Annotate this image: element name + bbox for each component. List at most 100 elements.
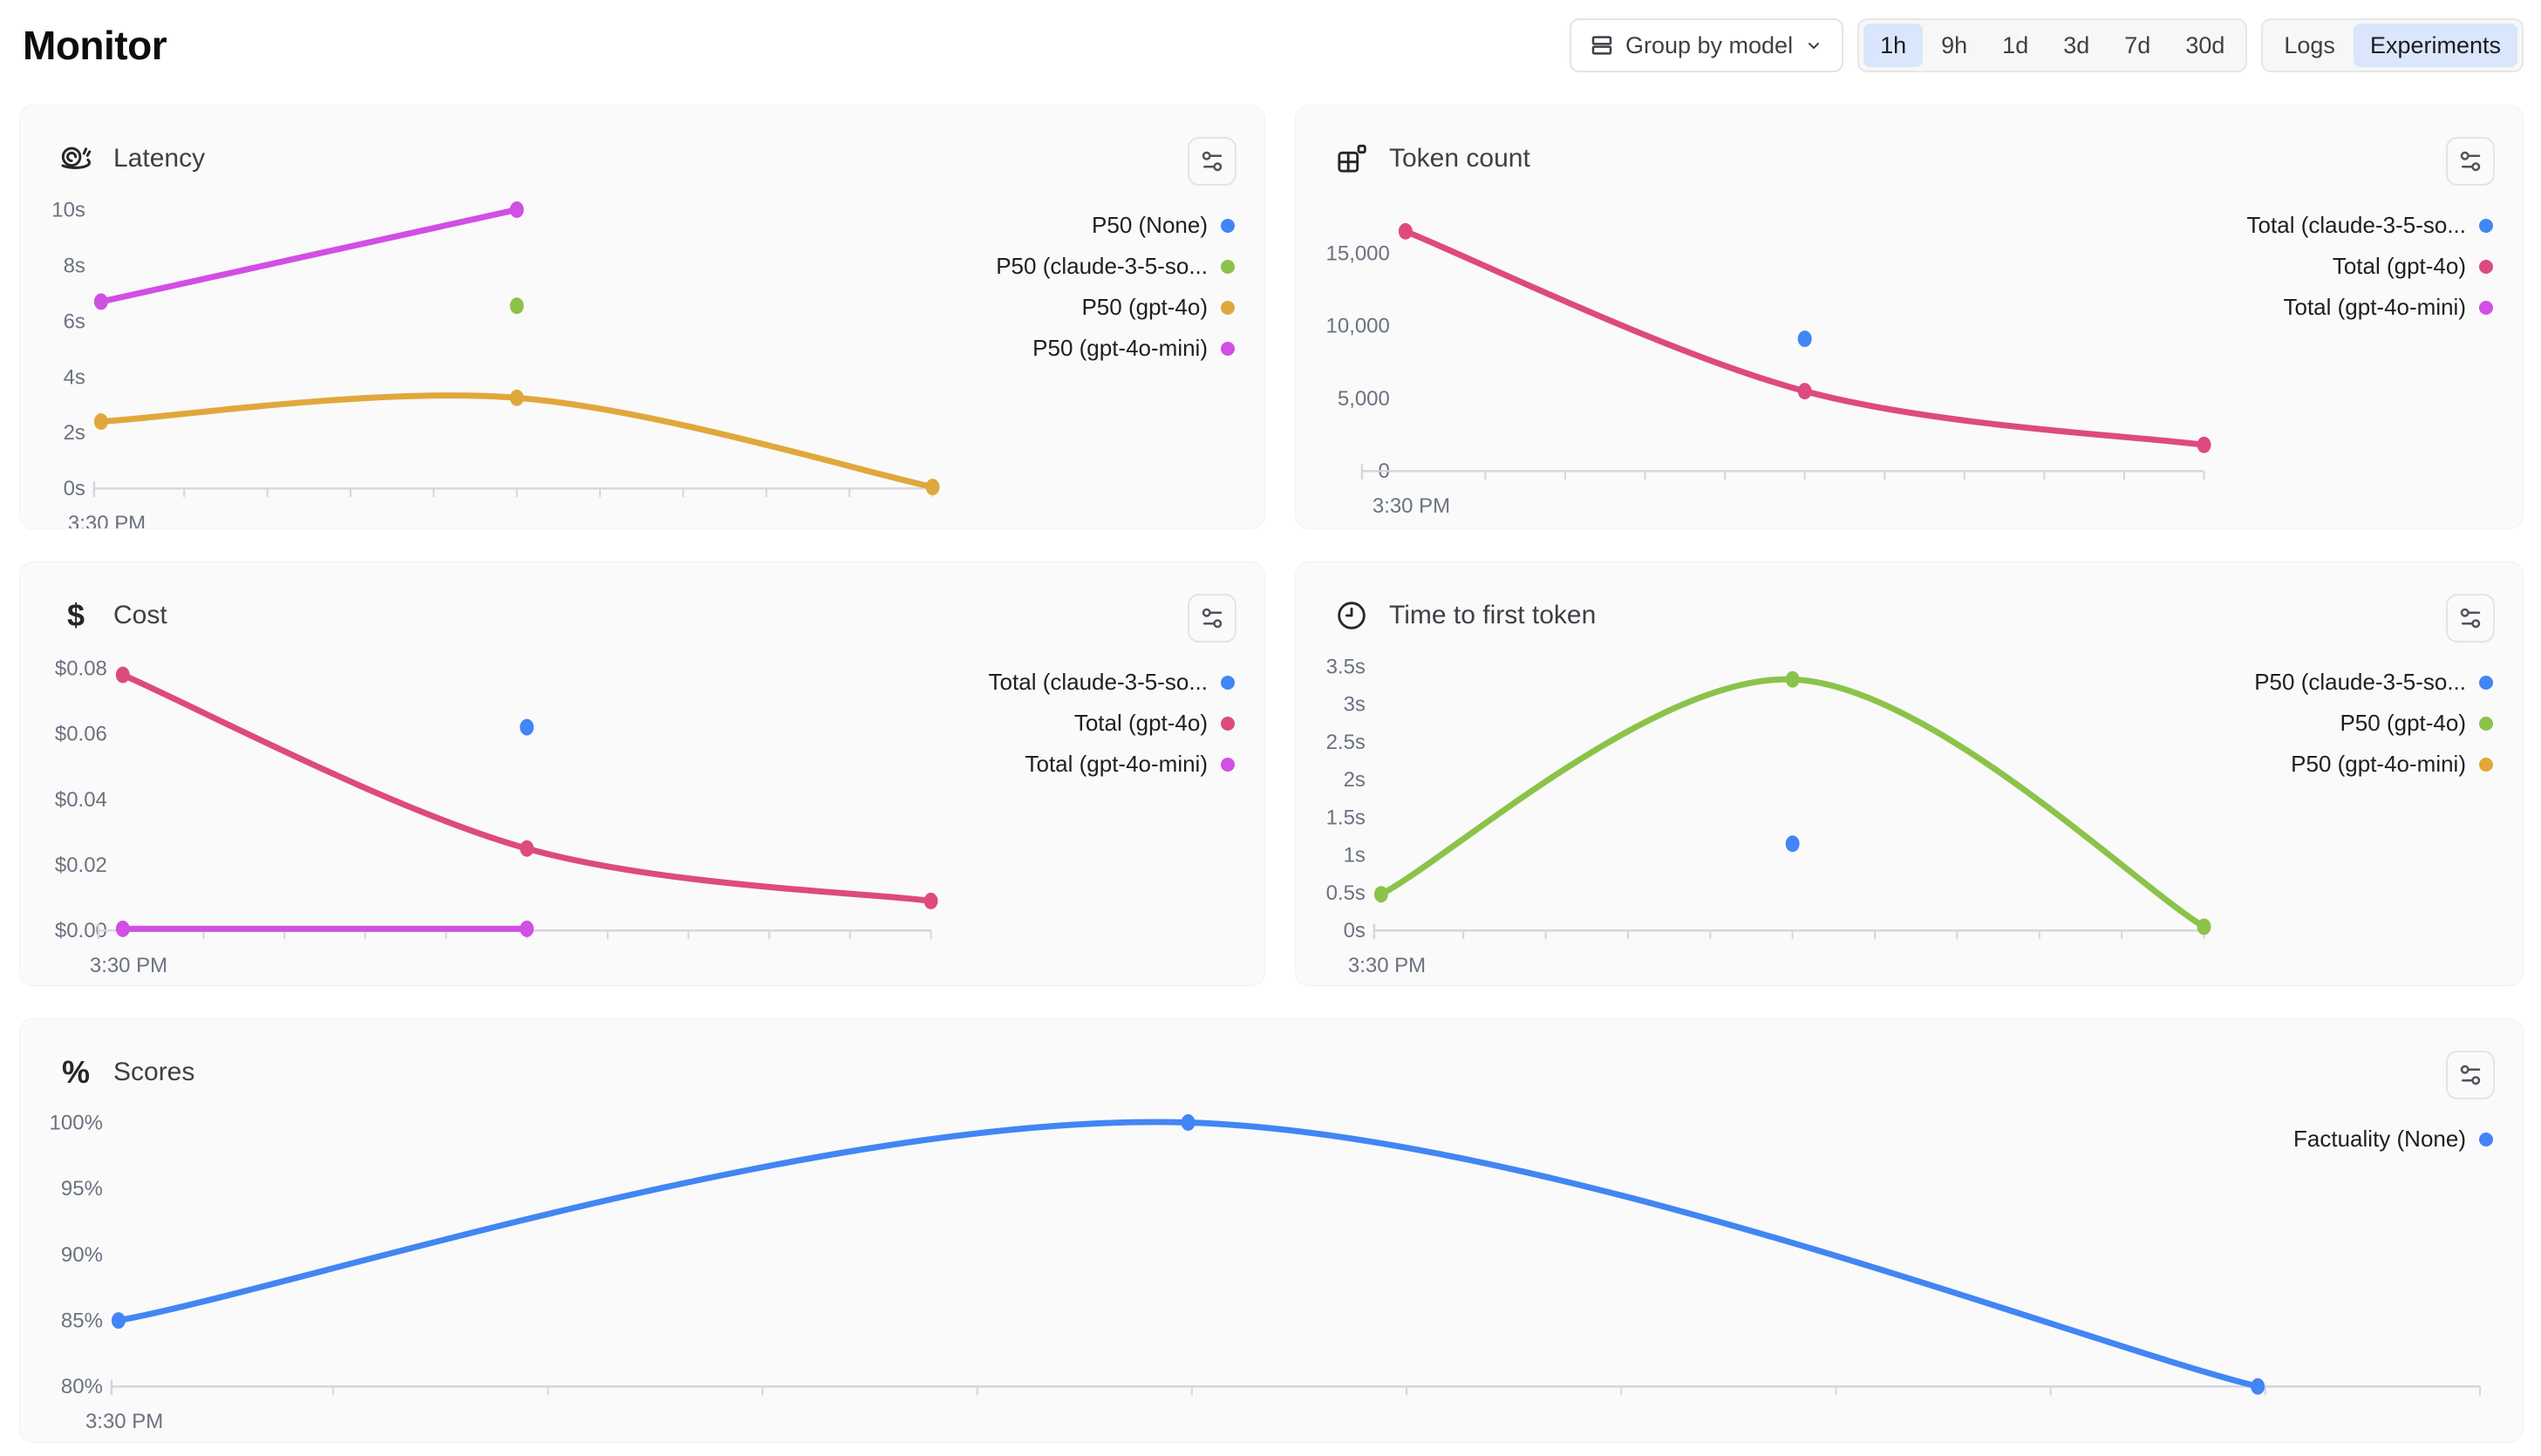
legend-item[interactable]: Total (gpt-4o-mini) (2247, 287, 2493, 328)
svg-text:0s: 0s (1344, 919, 1366, 942)
svg-text:3.5s: 3.5s (1326, 656, 1366, 679)
svg-text:3:30 PM: 3:30 PM (1373, 494, 1450, 518)
legend-item[interactable]: Total (claude-3-5-so... (989, 662, 1235, 703)
svg-text:80%: 80% (61, 1375, 103, 1398)
token-count-card-header: Token count (1333, 140, 1530, 177)
ttft-chart-canvas[interactable]: 0s 0.5s 1s 1.5s 2s 2.5s 3s 3.5s 3:30 PM (1296, 562, 2523, 985)
legend-label: P50 (gpt-4o-mini) (2291, 751, 2466, 777)
svg-text:1s: 1s (1344, 844, 1366, 867)
chart-settings-button[interactable] (2446, 594, 2495, 643)
legend-label: Total (gpt-4o-mini) (2283, 294, 2466, 320)
svg-text:2s: 2s (1344, 768, 1366, 792)
cost-card-header: $ Cost (58, 597, 167, 634)
legend-label: P50 (claude-3-5-so... (2254, 669, 2466, 695)
legend-label: P50 (None) (1092, 212, 1208, 238)
chart-settings-button[interactable] (2446, 137, 2495, 186)
time-range-1d[interactable]: 1d (2002, 31, 2029, 58)
legend-label: Total (claude-3-5-so... (2246, 212, 2466, 238)
view-option-experiments[interactable]: Experiments (2353, 24, 2517, 67)
cost-card: $ Cost Total (claude-3-5-so... Total (gpt… (19, 561, 1265, 986)
scores-card: % Scores Factuality (None) 80% 85% 90% 95% 1… (19, 1018, 2524, 1443)
legend-item[interactable]: Factuality (None) (2293, 1119, 2493, 1160)
svg-text:$0.04: $0.04 (55, 788, 107, 812)
svg-text:$0.08: $0.08 (55, 657, 107, 680)
rows-icon (1589, 32, 1615, 58)
svg-text:3:30 PM: 3:30 PM (68, 512, 146, 528)
legend-item[interactable]: P50 (claude-3-5-so... (996, 246, 1235, 287)
svg-text:5,000: 5,000 (1338, 387, 1390, 411)
svg-text:10,000: 10,000 (1326, 315, 1390, 338)
card-title: Scores (113, 1058, 195, 1086)
legend-dot (1221, 675, 1235, 690)
card-title: Cost (113, 601, 167, 629)
svg-text:0.5s: 0.5s (1326, 881, 1366, 905)
svg-text:2s: 2s (64, 421, 85, 445)
svg-text:1.5s: 1.5s (1326, 806, 1366, 830)
page-title: Monitor (23, 23, 167, 68)
latency-card: Latency P50 (None) P50 (claude-3-5-so... P… (19, 105, 1265, 529)
legend-item[interactable]: Total (claude-3-5-so... (2247, 205, 2493, 246)
chart-settings-button[interactable] (2446, 1051, 2495, 1099)
legend-item[interactable]: P50 (gpt-4o) (996, 287, 1235, 328)
legend-label: Total (gpt-4o) (1073, 710, 1208, 736)
time-range-1h[interactable]: 1h (1863, 24, 1924, 67)
legend-dot (2479, 675, 2493, 690)
legend-item[interactable]: P50 (gpt-4o-mini) (996, 328, 1235, 369)
legend-label: P50 (claude-3-5-so... (996, 253, 1208, 279)
group-by-button[interactable]: Group by model (1569, 18, 1844, 72)
legend-dot (1221, 259, 1235, 274)
view-option-logs[interactable]: Logs (2284, 31, 2335, 58)
svg-text:$0.06: $0.06 (55, 723, 107, 746)
time-range-9h[interactable]: 9h (1941, 31, 1968, 58)
chart-settings-button[interactable] (1188, 137, 1236, 186)
svg-text:0s: 0s (64, 477, 85, 500)
scores-chart-canvas[interactable]: 80% 85% 90% 95% 100% 3:30 PM (20, 1019, 2523, 1442)
time-range-7d[interactable]: 7d (2124, 31, 2151, 58)
legend: P50 (None) P50 (claude-3-5-so... P50 (gpt-… (996, 205, 1235, 369)
card-title: Latency (113, 144, 206, 173)
legend-dot (1221, 341, 1235, 356)
card-title: Time to first token (1389, 601, 1597, 629)
dollar-icon: $ (66, 597, 85, 633)
legend: Factuality (None) (2293, 1119, 2493, 1160)
legend-item[interactable]: P50 (gpt-4o) (2254, 703, 2493, 744)
legend: Total (claude-3-5-so... Total (gpt-4o) Tot… (989, 662, 1235, 785)
group-by-label: Group by model (1625, 31, 1794, 58)
legend-label: Total (claude-3-5-so... (988, 669, 1208, 695)
svg-text:90%: 90% (61, 1243, 103, 1267)
legend-dot (1221, 218, 1235, 233)
time-range-30d[interactable]: 30d (2185, 31, 2225, 58)
svg-text:$0.02: $0.02 (55, 854, 107, 877)
svg-text:4s: 4s (64, 365, 85, 389)
latency-chart-canvas[interactable]: 0s 2s 4s 6s 8s 10s 3:30 PM (20, 105, 1264, 528)
legend-dot (2479, 757, 2493, 772)
cost-chart-canvas[interactable]: $0.00$0.02$0.04$0.06$0.083:30 PM (20, 562, 1264, 985)
topbar: Monitor Group by model 1h 9h 1d 3d 7d 30d Log… (19, 17, 2524, 73)
svg-text:100%: 100% (50, 1112, 103, 1135)
legend-dot (2479, 218, 2493, 233)
svg-text:8s: 8s (64, 254, 85, 277)
legend-item[interactable]: Total (gpt-4o) (989, 703, 1235, 744)
snail-icon (58, 140, 94, 177)
legend-label: Total (gpt-4o) (2332, 253, 2466, 279)
time-range-3d[interactable]: 3d (2063, 31, 2090, 58)
svg-text:3s: 3s (1344, 693, 1366, 717)
view-toggle: Logs Experiments (2261, 18, 2524, 72)
legend-item[interactable]: Total (gpt-4o-mini) (989, 744, 1235, 785)
chart-settings-button[interactable] (1188, 594, 1236, 643)
time-to-first-token-card: Time to first token P50 (claude-3-5-so..… (1295, 561, 2524, 986)
legend-item[interactable]: P50 (claude-3-5-so... (2254, 662, 2493, 703)
legend-item[interactable]: P50 (gpt-4o-mini) (2254, 744, 2493, 785)
legend-label: Factuality (None) (2293, 1126, 2466, 1152)
svg-text:3:30 PM: 3:30 PM (1348, 954, 1426, 977)
legend-item[interactable]: P50 (None) (996, 205, 1235, 246)
legend-item[interactable]: Total (gpt-4o) (2247, 246, 2493, 287)
card-title: Token count (1389, 144, 1530, 173)
clock-icon (1333, 597, 1370, 634)
time-range-segmented-control: 1h 9h 1d 3d 7d 30d (1857, 18, 2248, 72)
svg-text:85%: 85% (61, 1310, 103, 1333)
legend-dot (1221, 300, 1235, 315)
svg-text:10s: 10s (51, 199, 85, 222)
legend: Total (claude-3-5-so... Total (gpt-4o) Tot… (2247, 205, 2493, 328)
